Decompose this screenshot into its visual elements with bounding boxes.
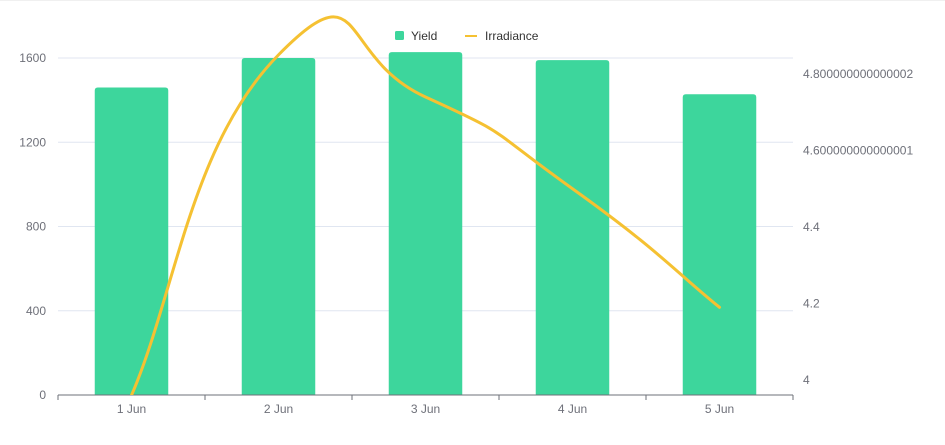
y-left-tick-label: 1200 [19, 135, 46, 149]
legend-label: Yield [411, 29, 437, 43]
y-left-tick-label: 800 [26, 220, 46, 234]
y-left-tick-label: 0 [39, 388, 46, 402]
x-tick-label: 1 Jun [117, 402, 146, 416]
y-right-tick-label: 4.600000000000001 [803, 144, 913, 158]
y-right-tick-label: 4.800000000000002 [803, 67, 913, 81]
legend-label: Irradiance [485, 29, 539, 43]
legend-item-irradiance[interactable]: Irradiance [465, 29, 539, 43]
line-irradiance[interactable] [130, 15, 721, 395]
y-left-tick-label: 400 [26, 304, 46, 318]
legend-marker-square [395, 31, 404, 40]
bar-yield[interactable] [682, 94, 757, 395]
y-right-tick-label: 4 [803, 373, 810, 387]
y-left-tick-label: 1600 [19, 51, 46, 65]
x-tick-label: 2 Jun [264, 402, 293, 416]
legend: Yield Irradiance [395, 29, 539, 43]
x-tick-label: 4 Jun [558, 402, 587, 416]
y-right-tick-label: 4.2 [803, 297, 820, 311]
bar-yield[interactable] [241, 58, 316, 395]
bar-yield[interactable] [94, 87, 169, 396]
top-divider [0, 0, 945, 1]
x-tick-label: 5 Jun [705, 402, 734, 416]
legend-item-yield[interactable]: Yield [395, 29, 437, 43]
y-right-tick-label: 4.4 [803, 220, 820, 234]
bar-series-yield [94, 52, 757, 396]
bar-yield[interactable] [535, 60, 610, 395]
x-tick-label: 3 Jun [411, 402, 440, 416]
bar-yield[interactable] [388, 52, 463, 395]
